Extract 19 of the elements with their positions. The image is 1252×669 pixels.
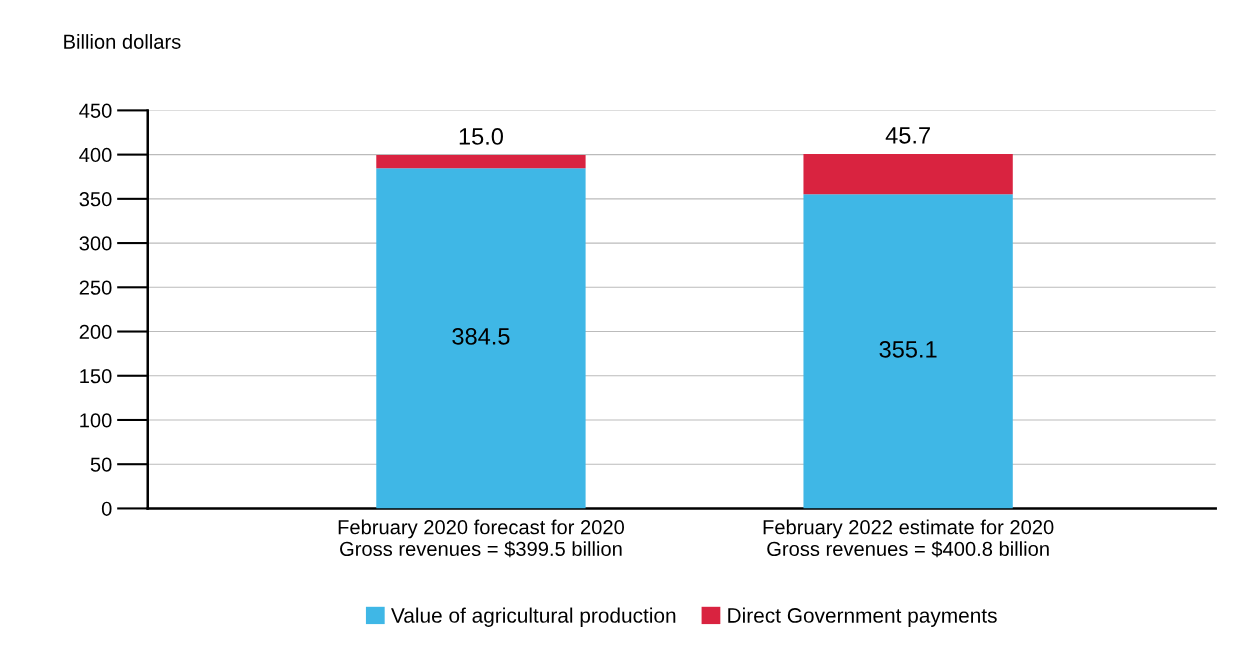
x-tick-label: February 2022 estimate for 2020 Gross revenues = $400.8 billion (763, 519, 1054, 558)
x-tick-label: February 2020 forecast for 2020 Gross revenues = $399.5 billion (338, 519, 625, 558)
data-label: 45.7 (885, 127, 930, 144)
y-tick-label: 350 (79, 192, 112, 207)
y-tick-label: 100 (80, 413, 112, 428)
y-tick-label: 300 (79, 236, 112, 251)
y-tick-label: 250 (79, 280, 112, 295)
data-label: 355.1 (879, 341, 937, 358)
legend-label: Value of agricultural production (391, 607, 676, 627)
data-label: 15.0 (459, 128, 503, 145)
y-tick-label: 0 (101, 501, 112, 516)
y-axis-title: Billion dollars (64, 34, 181, 49)
y-tick-label: 150 (80, 368, 112, 384)
y-tick-label: 450 (79, 103, 112, 118)
y-tick-label: 50 (90, 457, 112, 472)
y-tick-label: 400 (79, 147, 112, 163)
data-label: 384.5 (452, 328, 510, 345)
legend-label: Direct Government payments (728, 607, 997, 627)
y-tick-label: 200 (79, 324, 112, 340)
